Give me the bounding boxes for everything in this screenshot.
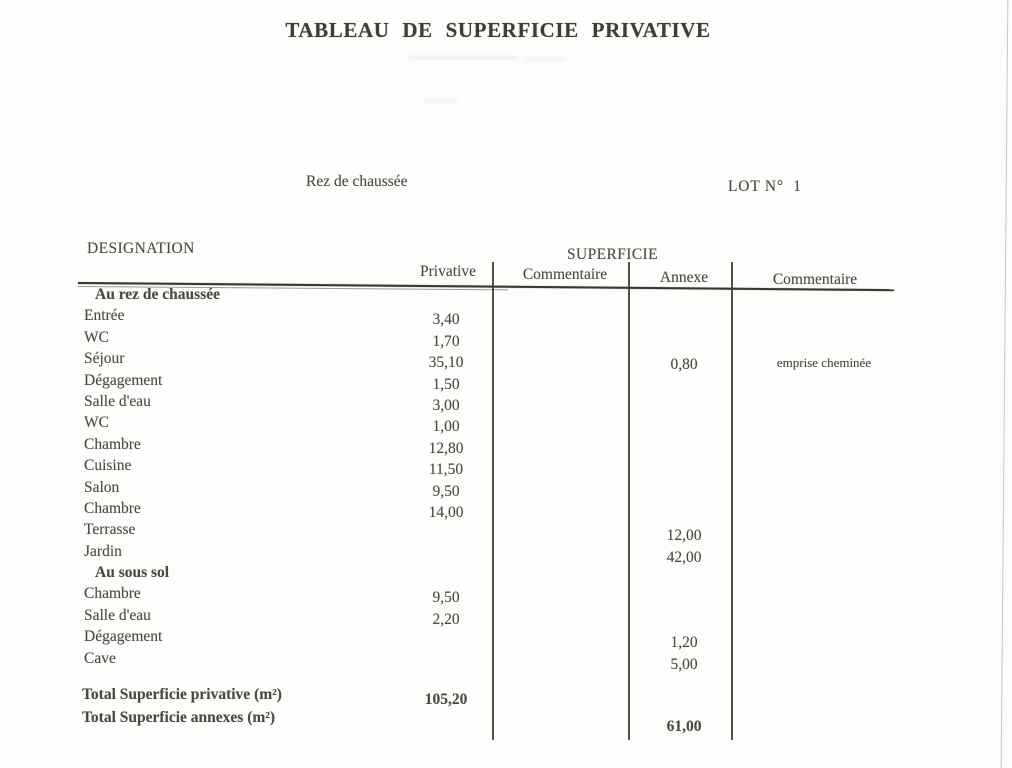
table-row: Chambre 14,00 xyxy=(78,500,908,521)
table-row: Salle d'eau 2,20 xyxy=(78,607,908,628)
table-row: Terrasse 12,00 xyxy=(78,521,908,545)
row-label: WC xyxy=(84,414,109,432)
row-label: Jardin xyxy=(84,542,122,560)
row-label: Au sous sol xyxy=(95,564,170,582)
table-row: Au sous sol xyxy=(78,564,908,585)
table-row: Cave 5,00 xyxy=(78,649,908,673)
table-row: Dégagement 1,50 xyxy=(78,372,908,393)
total-annexes-label: Total Superficie annexes (m²) xyxy=(82,709,276,726)
column-header-commentaire-1: Commentaire xyxy=(522,266,608,283)
scan-smudge xyxy=(524,57,566,61)
annexe-comment: emprise cheminée xyxy=(776,355,872,371)
row-label: Cuisine xyxy=(84,457,132,475)
annexe-value: 0,80 xyxy=(670,356,698,374)
privative-value: 1,70 xyxy=(432,332,460,350)
row-label: Salon xyxy=(84,478,120,496)
table-row: WC 1,00 xyxy=(78,414,908,435)
column-header-commentaire-2: Commentaire xyxy=(772,271,858,288)
annexe-value: 1,20 xyxy=(670,634,698,652)
row-label: WC xyxy=(84,328,109,346)
table-row: Entrée 3,40 xyxy=(78,307,908,328)
row-label: Chambre xyxy=(84,435,141,453)
column-divider xyxy=(492,262,494,740)
row-label: Cave xyxy=(84,649,116,667)
privative-value: 35,10 xyxy=(428,354,464,372)
annexe-value: 5,00 xyxy=(670,655,698,673)
annexe-value: 42,00 xyxy=(666,548,702,566)
total-privative-value: 105,20 xyxy=(424,691,468,708)
privative-value: 3,40 xyxy=(432,311,460,329)
table-row: Salon 9,50 xyxy=(78,479,908,500)
row-label: Terrasse xyxy=(84,521,136,539)
privative-value: 9,50 xyxy=(432,589,460,607)
privative-value: 2,20 xyxy=(432,610,460,628)
row-label: Chambre xyxy=(84,585,141,603)
table-row: Jardin 42,00 xyxy=(78,542,908,566)
privative-value: 1,00 xyxy=(432,418,460,436)
table-row: WC 1,70 xyxy=(78,329,908,350)
document-title: TABLEAU DE SUPERFICIE PRIVATIVE xyxy=(285,18,711,42)
table-row: Au rez de chaussée xyxy=(78,286,908,307)
privative-value: 12,80 xyxy=(428,439,464,457)
row-label: Dégagement xyxy=(84,371,163,389)
row-label: Salle d'eau xyxy=(84,392,151,410)
lot-number-label: LOT N° 1 xyxy=(728,178,802,195)
privative-value: 9,50 xyxy=(432,482,460,500)
annexe-value: 12,00 xyxy=(666,527,702,545)
total-annexes-value: 61,00 xyxy=(666,718,702,735)
privative-value: 1,50 xyxy=(432,375,460,393)
row-label: Chambre xyxy=(84,499,141,517)
privative-value: 14,00 xyxy=(428,503,464,521)
table-row: Chambre 12,80 xyxy=(78,436,908,457)
total-privative-label: Total Superficie privative (m²) xyxy=(82,686,282,703)
row-label: Au rez de chaussée xyxy=(95,286,220,303)
privative-value: 11,50 xyxy=(428,461,464,479)
table-row: Chambre 9,50 xyxy=(78,585,908,606)
row-label: Entrée xyxy=(84,307,125,325)
page-edge-line xyxy=(1000,0,1009,768)
scan-smudge xyxy=(408,56,518,60)
row-label: Salle d'eau xyxy=(84,606,151,624)
table-body: Au rez de chaussée Entrée 3,40 WC 1,70 Séjour… xyxy=(78,286,908,673)
row-label: Dégagement xyxy=(84,628,163,646)
total-privative-row: Total Superficie privative (m²) 105,20 xyxy=(0,686,1012,710)
privative-value: 3,00 xyxy=(432,396,460,414)
column-header-privative: Privative xyxy=(420,263,476,280)
column-header-annexe: Annexe xyxy=(659,269,709,286)
table-row: Salle d'eau 3,00 xyxy=(78,393,908,414)
designation-header: DESIGNATION xyxy=(87,240,195,257)
table-row: Dégagement 1,20 xyxy=(78,628,908,652)
total-annexes-row: Total Superficie annexes (m²) 61,00 xyxy=(0,709,1012,735)
column-divider xyxy=(628,262,630,740)
scan-smudge xyxy=(424,99,458,103)
table-row: Séjour 35,10 0,80 emprise cheminée xyxy=(78,350,908,374)
column-divider xyxy=(731,262,733,740)
table-row: Cuisine 11,50 xyxy=(78,457,908,478)
floor-label: Rez de chaussée xyxy=(306,173,408,190)
superficie-header: SUPERFICIE xyxy=(567,246,658,263)
row-label: Séjour xyxy=(84,350,125,368)
